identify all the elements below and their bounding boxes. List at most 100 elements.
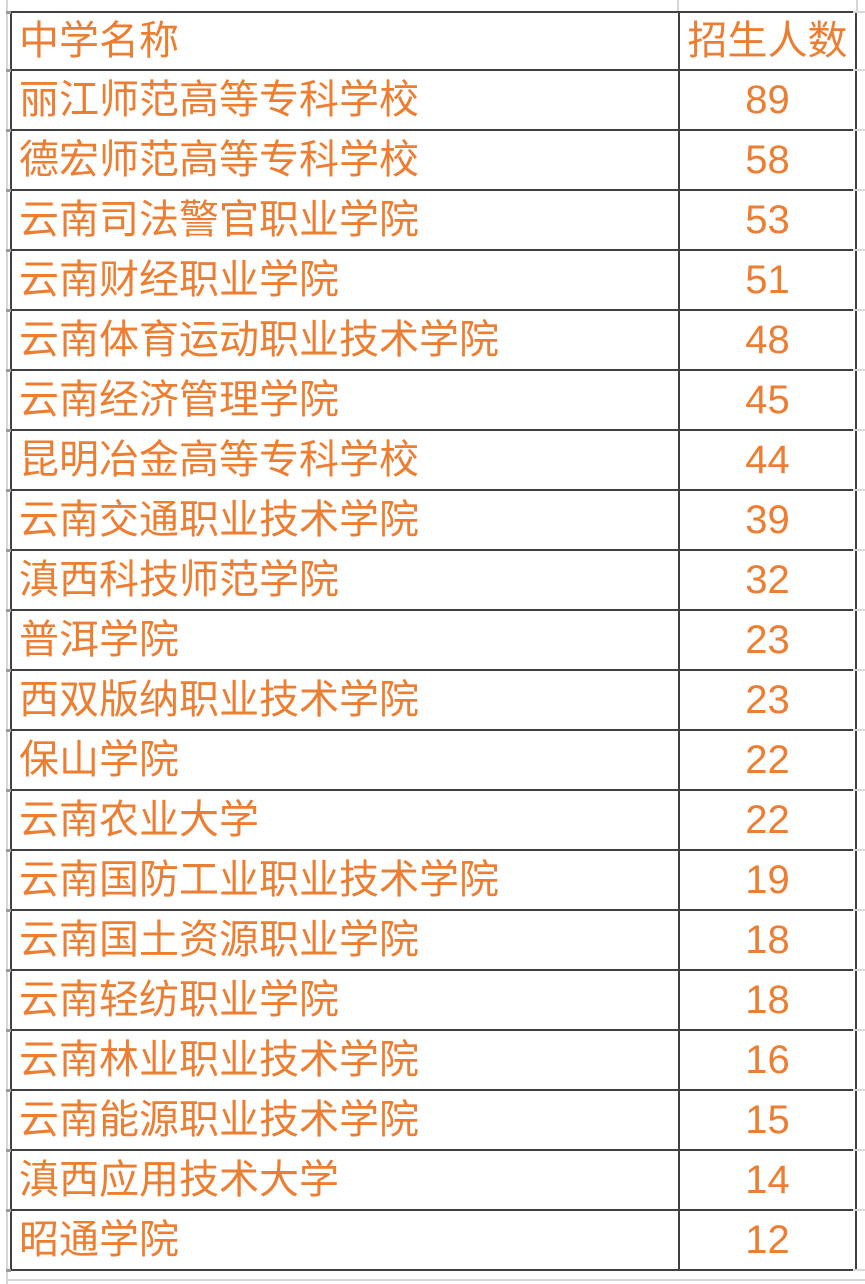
enrollment-count-cell[interactable]: 23 [678, 669, 857, 731]
gridline-stub-right [853, 129, 865, 131]
table-row: 云南财经职业学院 51 [10, 249, 857, 311]
school-name-cell[interactable]: 昭通学院 [10, 1209, 680, 1271]
gridline-stub-left [6, 429, 11, 432]
gridline-stub-right [853, 789, 865, 791]
gridline-horizontal-bottom [6, 1279, 865, 1281]
gridline-stub-left [6, 1269, 11, 1272]
table-row: 云南体育运动职业技术学院 48 [10, 309, 857, 371]
table-row: 云南轻纺职业学院 18 [10, 969, 857, 1031]
school-name-cell[interactable]: 昆明冶金高等专科学校 [10, 429, 680, 491]
school-name-cell[interactable]: 德宏师范高等专科学校 [10, 129, 680, 191]
gridline-stub-right [853, 849, 865, 851]
gridline-stub-left [6, 249, 11, 252]
gridline-stub-left [6, 369, 11, 372]
enrollment-count-cell[interactable]: 14 [678, 1149, 857, 1211]
gridline-stub-right [853, 1029, 865, 1031]
school-name-cell[interactable]: 云南国防工业职业技术学院 [10, 849, 680, 911]
gridline-stub-left [6, 969, 11, 972]
enrollment-count-cell[interactable]: 15 [678, 1089, 857, 1151]
gridline-stub-right [853, 909, 865, 911]
header-school-name-cell[interactable]: 中学名称 [10, 11, 680, 71]
gridline-stub-left [6, 309, 11, 312]
gridline-stub-left [6, 729, 11, 732]
enrollment-count-cell[interactable]: 22 [678, 729, 857, 791]
gridline-vertical-left [6, 0, 8, 1284]
enrollment-count-cell[interactable]: 44 [678, 429, 857, 491]
school-name-cell[interactable]: 云南国土资源职业学院 [10, 909, 680, 971]
table-body: 丽江师范高等专科学校 89 德宏师范高等专科学校 58 云南司法警官职业学院 53 云南财经… [10, 69, 857, 1271]
table-row: 云南国土资源职业学院 18 [10, 909, 857, 971]
gridline-stub-right [853, 1149, 865, 1151]
gridline-stub-left [6, 1029, 11, 1032]
school-name-cell[interactable]: 云南司法警官职业学院 [10, 189, 680, 251]
school-name-cell[interactable]: 云南农业大学 [10, 789, 680, 851]
table-row: 昆明冶金高等专科学校 44 [10, 429, 857, 491]
enrollment-count-cell[interactable]: 18 [678, 969, 857, 1031]
enrollment-count-cell[interactable]: 18 [678, 909, 857, 971]
gridline-stub-left [6, 789, 11, 792]
school-name-cell[interactable]: 云南轻纺职业学院 [10, 969, 680, 1031]
gridline-stub-left [6, 129, 11, 132]
table-row: 云南能源职业技术学院 15 [10, 1089, 857, 1151]
gridline-stub-left [6, 189, 11, 192]
school-name-cell[interactable]: 云南交通职业技术学院 [10, 489, 680, 551]
school-name-cell[interactable]: 云南体育运动职业技术学院 [10, 309, 680, 371]
gridline-stub-left [6, 849, 11, 852]
gridline-stub-right [853, 11, 865, 13]
enrollment-count-cell[interactable]: 19 [678, 849, 857, 911]
enrollment-count-cell[interactable]: 53 [678, 189, 857, 251]
school-name-cell[interactable]: 云南经济管理学院 [10, 369, 680, 431]
enrollment-count-cell[interactable]: 39 [678, 489, 857, 551]
enrollment-count-cell[interactable]: 23 [678, 609, 857, 671]
header-enrollment-count-cell[interactable]: 招生人数 [678, 11, 857, 71]
enrollment-count-cell[interactable]: 58 [678, 129, 857, 191]
gridline-stub-left [6, 489, 11, 492]
gridline-stub-right [853, 309, 865, 311]
enrollment-count-cell[interactable]: 32 [678, 549, 857, 611]
school-name-cell[interactable]: 云南林业职业技术学院 [10, 1029, 680, 1091]
gridline-vertical-above-right-border [856, 0, 858, 12]
school-name-cell[interactable]: 滇西科技师范学院 [10, 549, 680, 611]
enrollment-count-cell[interactable]: 48 [678, 309, 857, 371]
enrollment-table: 中学名称 招生人数 丽江师范高等专科学校 89 德宏师范高等专科学校 58 云南司法警官… [10, 11, 857, 1271]
gridline-stub-left [6, 11, 11, 14]
gridline-stub-left [6, 69, 11, 72]
enrollment-count-cell[interactable]: 12 [678, 1209, 857, 1271]
gridline-stub-right [853, 189, 865, 191]
gridline-stub-right [853, 249, 865, 251]
table-row: 云南农业大学 22 [10, 789, 857, 851]
gridline-stub-right [853, 1089, 865, 1091]
school-name-cell[interactable]: 滇西应用技术大学 [10, 1149, 680, 1211]
enrollment-count-cell[interactable]: 45 [678, 369, 857, 431]
enrollment-count-cell[interactable]: 51 [678, 249, 857, 311]
gridline-stub-left [6, 1089, 11, 1092]
gridline-stub-right [853, 669, 865, 671]
table-row: 西双版纳职业技术学院 23 [10, 669, 857, 731]
enrollment-count-cell[interactable]: 22 [678, 789, 857, 851]
table-row: 云南国防工业职业技术学院 19 [10, 849, 857, 911]
school-name-cell[interactable]: 丽江师范高等专科学校 [10, 69, 680, 131]
header-row: 中学名称 招生人数 [10, 11, 857, 71]
school-name-cell[interactable]: 普洱学院 [10, 609, 680, 671]
gridline-stub-right [853, 549, 865, 551]
table-row: 滇西应用技术大学 14 [10, 1149, 857, 1211]
gridline-stub-right [853, 489, 865, 491]
school-name-cell[interactable]: 保山学院 [10, 729, 680, 791]
school-name-cell[interactable]: 云南财经职业学院 [10, 249, 680, 311]
enrollment-count-cell[interactable]: 16 [678, 1029, 857, 1091]
table-row: 云南林业职业技术学院 16 [10, 1029, 857, 1091]
gridline-stub-left [6, 1209, 11, 1212]
gridline-stub-right [853, 429, 865, 431]
table-row: 云南交通职业技术学院 39 [10, 489, 857, 551]
enrollment-count-cell[interactable]: 89 [678, 69, 857, 131]
gridline-stub-right [853, 1269, 865, 1271]
table-row: 云南司法警官职业学院 53 [10, 189, 857, 251]
gridline-stub-right [853, 729, 865, 731]
gridline-stub-left [6, 1149, 11, 1152]
school-name-cell[interactable]: 西双版纳职业技术学院 [10, 669, 680, 731]
school-name-cell[interactable]: 云南能源职业技术学院 [10, 1089, 680, 1151]
table-row: 昭通学院 12 [10, 1209, 857, 1271]
table-row: 丽江师范高等专科学校 89 [10, 69, 857, 131]
gridline-stub-right [853, 609, 865, 611]
